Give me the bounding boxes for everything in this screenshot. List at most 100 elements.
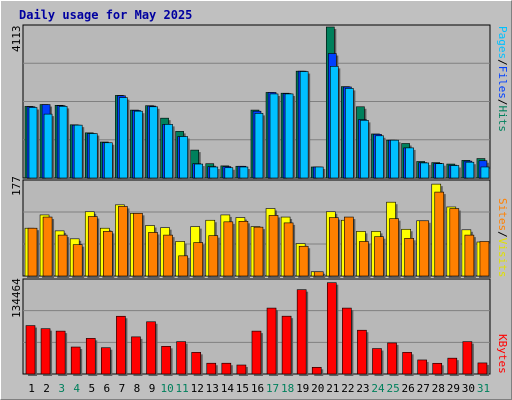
kbytes-bar <box>462 341 473 375</box>
chart-title: Daily usage for May 2025 <box>19 8 193 22</box>
x-tick-label: 15 <box>236 382 249 395</box>
pages-bar <box>119 97 128 179</box>
x-tick-label: 25 <box>386 382 399 395</box>
pages-bar <box>450 165 460 179</box>
legend-kbytes: KBytes <box>496 334 509 374</box>
x-tick-label: 22 <box>341 382 354 395</box>
kbytes-bar <box>206 362 217 375</box>
legend-visits: Visits <box>496 237 509 278</box>
kbytes-bar <box>357 329 367 375</box>
legend-pages: Pages <box>496 26 509 60</box>
kbytes-bar <box>251 330 262 375</box>
x-tick-label: 30 <box>462 382 475 395</box>
sites-bar <box>72 244 83 277</box>
x-tick-label: 10 <box>160 382 173 395</box>
sites-bar <box>359 241 369 277</box>
kbytes-bar <box>116 315 126 375</box>
pages-bar <box>465 161 475 179</box>
kbytes-bar <box>40 328 51 375</box>
sites-bar <box>404 237 414 277</box>
x-tick-label: 19 <box>296 382 309 395</box>
kbytes-bar <box>85 338 96 375</box>
kbytes-bar <box>70 346 81 375</box>
kbytes-bar <box>402 352 412 375</box>
x-tick-label: 26 <box>402 382 415 395</box>
x-tick-label: 23 <box>356 382 369 395</box>
kbytes-bar <box>311 366 322 375</box>
pages-bar <box>435 163 445 179</box>
kbytes-bar <box>342 307 352 375</box>
x-tick-label: 16 <box>251 382 264 395</box>
x-tick-label: 5 <box>88 382 95 395</box>
pages-bar <box>329 66 339 179</box>
pages-bar <box>28 107 38 179</box>
sites-bar <box>328 217 339 277</box>
sites-bar <box>87 216 98 277</box>
kbytes-bar <box>176 341 186 375</box>
kbytes-bar <box>25 325 36 375</box>
pages-bar <box>284 93 294 179</box>
pages-bar <box>390 139 399 179</box>
x-tick-label: 28 <box>432 382 445 395</box>
pages-bar <box>224 167 234 179</box>
pages-bar <box>43 113 53 179</box>
sites-bar <box>178 255 188 277</box>
x-tick-label: 4 <box>73 382 80 395</box>
x-tick-label: 3 <box>58 382 65 395</box>
kbytes-bar <box>372 348 382 375</box>
sites-bar <box>389 218 399 277</box>
pages-bar <box>239 166 249 179</box>
sites-bar <box>374 236 384 277</box>
x-tick-label: 9 <box>149 382 156 395</box>
kbytes-bar <box>477 362 488 375</box>
kbytes-panel-ymax-label: 134464 <box>10 278 23 318</box>
sites-bar <box>42 216 53 277</box>
pages-bar <box>164 124 173 179</box>
x-tick-label: 17 <box>266 382 279 395</box>
x-tick-label: 27 <box>417 382 430 395</box>
pages-bar <box>375 135 384 179</box>
kbytes-bar <box>417 359 427 375</box>
sites-bar <box>283 222 294 277</box>
kbytes-bar <box>387 342 397 375</box>
pages-bar <box>179 136 188 179</box>
x-tick-label: 14 <box>221 382 235 395</box>
pages-bar <box>405 147 414 179</box>
x-tick-label: 24 <box>371 382 385 395</box>
sites-bar <box>313 271 324 277</box>
sites-bar <box>148 232 158 277</box>
kbytes-bar <box>101 347 111 375</box>
pages-bar <box>58 106 68 179</box>
x-tick-label: 2 <box>43 382 50 395</box>
pages-bar <box>314 166 324 179</box>
pages-bar <box>269 93 279 179</box>
sites-bar <box>133 213 143 277</box>
x-tick-label: 12 <box>191 382 204 395</box>
kbytes-panel-legend: KBytes <box>496 334 509 374</box>
kbytes-bar <box>281 315 292 375</box>
kbytes-bar <box>296 289 307 375</box>
legend-hits: Hits <box>496 105 509 133</box>
pages-bar <box>254 113 264 179</box>
sites-bar <box>103 231 113 277</box>
sites-bar <box>434 191 445 277</box>
pages-bar <box>420 162 429 179</box>
sites-bar <box>268 215 279 277</box>
hits-panel-legend: Pages/Files/Hits <box>496 26 509 132</box>
sites-bar <box>464 234 475 277</box>
x-tick-label: 20 <box>311 382 324 395</box>
kbytes-bar <box>236 364 247 375</box>
sites-bar <box>479 241 490 277</box>
visits-panel-ymax-label: 177 <box>10 176 23 196</box>
kbytes-bar <box>447 357 458 375</box>
kbytes-bar <box>131 336 141 375</box>
sites-bar <box>118 206 128 277</box>
pages-bar <box>134 110 143 179</box>
legend-files: Files <box>496 65 509 99</box>
x-tick-label: 18 <box>281 382 294 395</box>
pages-bar <box>299 71 309 179</box>
x-tick-label: 13 <box>206 382 219 395</box>
pages-bar <box>88 133 98 179</box>
sites-bar <box>27 227 38 277</box>
